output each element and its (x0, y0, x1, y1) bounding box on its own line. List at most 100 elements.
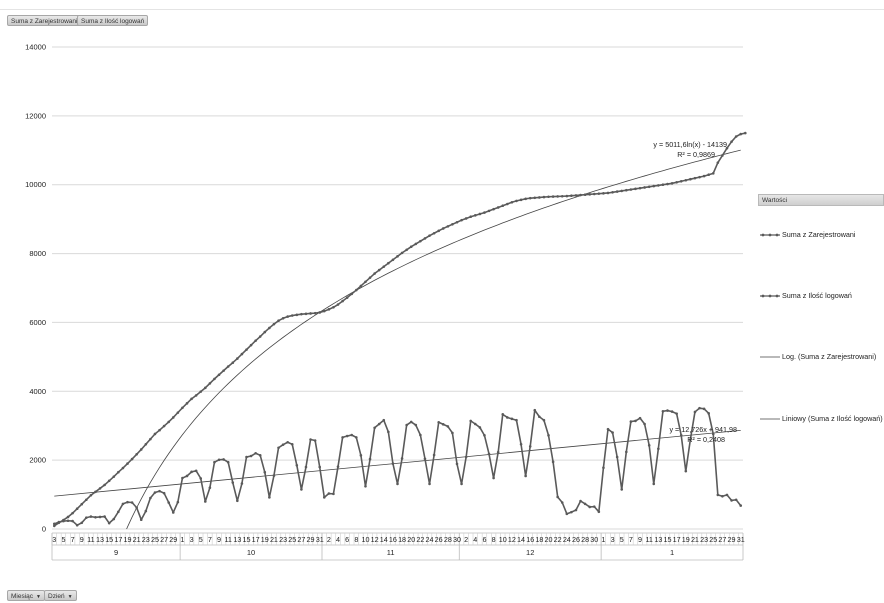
data-point-series-2 (149, 496, 152, 500)
data-point-series-2 (199, 477, 203, 480)
data-point-series-1 (52, 524, 56, 528)
x-tick-label-day: 12 (508, 535, 516, 544)
data-point-series-1 (268, 326, 271, 330)
data-point-series-2 (107, 521, 111, 525)
data-point-series-2 (437, 420, 440, 424)
data-point-series-2 (66, 519, 70, 523)
data-point-series-1 (345, 296, 349, 299)
legend-marker-trend (760, 356, 780, 358)
x-tick-label-day: 20 (407, 535, 415, 544)
data-point-series-1 (327, 308, 331, 311)
data-point-series-2 (684, 469, 688, 473)
x-tick-label-day: 18 (398, 535, 406, 544)
data-point-series-1 (391, 258, 395, 262)
legend-item-logowan[interactable]: Suma z Ilość logowań (758, 290, 884, 302)
x-tick-label-day: 5 (620, 535, 624, 544)
x-tick-label-day: 3 (190, 535, 194, 544)
data-point-series-1 (506, 202, 509, 206)
data-point-series-1 (364, 280, 367, 284)
data-point-series-2 (579, 499, 582, 503)
data-point-series-1 (176, 411, 180, 414)
x-tick-label-day: 13 (233, 535, 241, 544)
data-point-series-2 (304, 465, 308, 469)
data-point-series-1 (181, 406, 184, 410)
data-point-series-1 (730, 140, 733, 143)
data-point-series-1 (153, 432, 157, 436)
data-point-series-2 (135, 506, 138, 509)
data-point-series-2 (368, 457, 372, 461)
field-button-logowan[interactable]: Suma z Ilość logowań (77, 15, 149, 26)
x-tick-label-day: 15 (242, 535, 250, 544)
data-point-series-1 (249, 343, 253, 347)
data-point-series-2 (300, 488, 303, 491)
field-button-label: Suma z Zarejestrowani (11, 18, 78, 25)
data-point-series-2 (538, 415, 541, 419)
x-tick-label-day: 8 (354, 535, 358, 544)
data-point-series-1 (98, 487, 102, 490)
data-point-series-2 (693, 410, 697, 414)
x-tick-label-day: 11 (224, 535, 231, 544)
trendline-linear (54, 430, 741, 497)
data-point-series-1 (510, 200, 514, 204)
data-point-series-1 (89, 493, 93, 497)
data-point-series-1 (460, 218, 463, 222)
x-tick-label-day: 4 (336, 535, 340, 544)
data-point-series-2 (249, 454, 253, 458)
data-point-series-1 (236, 357, 239, 360)
x-tick-label-day: 27 (297, 535, 305, 544)
x-tick-label-day: 15 (105, 535, 113, 544)
data-point-series-2 (258, 454, 262, 457)
data-point-series-1 (496, 206, 500, 209)
legend-label: Suma z Ilość logowań (782, 291, 852, 300)
data-point-series-1 (542, 195, 546, 199)
data-point-series-2 (716, 493, 720, 497)
data-point-series-1 (71, 511, 74, 515)
axis-field-miesiac[interactable]: Miesiąc ▼ (7, 590, 45, 601)
x-tick-label-day: 9 (217, 535, 221, 544)
data-point-series-1 (245, 348, 248, 351)
x-tick-label-day: 17 (114, 535, 122, 544)
x-tick-label-day: 9 (80, 535, 84, 544)
data-point-series-1 (707, 173, 710, 177)
legend-item-zarejestrowani[interactable]: Suma z Zarejestrowani (758, 229, 884, 241)
data-point-series-2 (652, 482, 656, 486)
data-point-series-1 (226, 365, 230, 368)
data-point-series-2 (377, 422, 381, 426)
data-point-series-1 (547, 195, 550, 199)
legend-title: Wartości (758, 194, 884, 206)
x-tick-label-day: 29 (169, 535, 177, 544)
data-point-series-2 (588, 505, 591, 509)
data-point-series-1 (615, 190, 619, 193)
data-point-series-2 (396, 482, 399, 486)
data-point-series-2 (62, 519, 65, 523)
data-point-series-2 (670, 410, 674, 413)
data-point-series-1 (400, 251, 404, 255)
data-point-series-1 (455, 220, 459, 224)
data-point-series-1 (350, 292, 354, 296)
data-point-series-1 (112, 475, 116, 478)
data-point-series-1 (272, 322, 276, 326)
x-tick-label-day: 7 (208, 535, 212, 544)
x-tick-label-day: 21 (270, 535, 278, 544)
data-point-series-1 (478, 212, 482, 216)
data-point-series-2 (171, 511, 175, 514)
data-point-series-1 (419, 239, 422, 243)
data-point-series-2 (492, 476, 495, 480)
x-tick-label-day: 19 (682, 535, 690, 544)
legend-marker-trend (760, 418, 780, 420)
series-line-2 (54, 407, 742, 527)
data-point-series-2 (446, 425, 450, 428)
data-point-series-2 (286, 440, 289, 444)
legend-item-log-trend[interactable]: Log. (Suma z Zarejestrowani) (758, 351, 884, 363)
data-point-series-2 (295, 464, 299, 467)
data-point-series-2 (130, 501, 134, 504)
axis-field-dzien[interactable]: Dzień ▼ (44, 590, 77, 601)
data-point-series-1 (167, 420, 170, 424)
x-tick-label-day: 23 (700, 535, 708, 544)
data-point-series-2 (52, 522, 56, 526)
data-point-series-2 (647, 444, 651, 447)
data-point-series-2 (734, 498, 738, 502)
data-point-series-1 (286, 315, 289, 318)
data-point-series-1 (103, 483, 106, 487)
legend-item-linear-trend[interactable]: Liniowy (Suma z Ilość logowań) (758, 413, 884, 425)
